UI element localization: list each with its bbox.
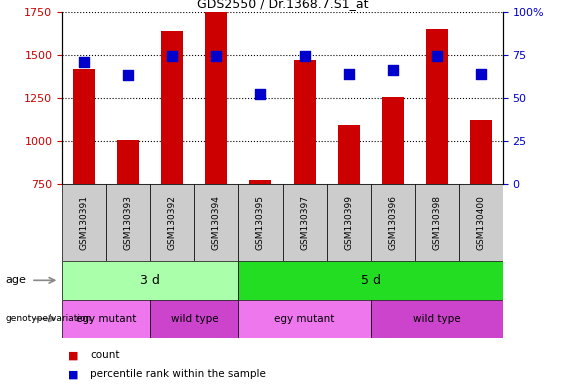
Bar bbox=[338, 125, 360, 184]
Bar bbox=[382, 97, 404, 184]
Bar bbox=[62, 184, 106, 261]
Point bbox=[476, 71, 485, 77]
Text: GSM130396: GSM130396 bbox=[388, 195, 397, 250]
Text: GSM130395: GSM130395 bbox=[256, 195, 265, 250]
Bar bbox=[238, 300, 371, 338]
Text: wild type: wild type bbox=[171, 314, 218, 324]
Point bbox=[344, 71, 353, 77]
Text: GSM130394: GSM130394 bbox=[212, 195, 221, 250]
Text: wild type: wild type bbox=[413, 314, 460, 324]
Bar bbox=[194, 184, 238, 261]
Text: ■: ■ bbox=[68, 350, 79, 360]
Bar bbox=[62, 261, 238, 300]
Text: 5 d: 5 d bbox=[360, 274, 381, 287]
Text: GSM130400: GSM130400 bbox=[476, 195, 485, 250]
Bar bbox=[250, 180, 272, 184]
Bar bbox=[73, 68, 95, 184]
Text: GSM130397: GSM130397 bbox=[300, 195, 309, 250]
Bar bbox=[150, 300, 238, 338]
Point bbox=[256, 91, 265, 98]
Bar bbox=[118, 140, 139, 184]
Text: ■: ■ bbox=[68, 369, 79, 379]
Bar bbox=[470, 119, 492, 184]
Text: egy mutant: egy mutant bbox=[76, 314, 136, 324]
Bar bbox=[294, 60, 316, 184]
Text: age: age bbox=[6, 275, 27, 285]
Text: count: count bbox=[90, 350, 120, 360]
Point bbox=[388, 67, 397, 73]
Bar bbox=[150, 184, 194, 261]
Bar bbox=[327, 184, 371, 261]
Text: GSM130393: GSM130393 bbox=[124, 195, 133, 250]
Text: genotype/variation: genotype/variation bbox=[6, 314, 92, 323]
Bar bbox=[62, 300, 150, 338]
Point bbox=[300, 53, 309, 60]
Text: percentile rank within the sample: percentile rank within the sample bbox=[90, 369, 266, 379]
Bar bbox=[162, 31, 183, 184]
Point bbox=[124, 73, 133, 79]
Bar bbox=[282, 184, 327, 261]
Bar bbox=[106, 184, 150, 261]
Text: 3 d: 3 d bbox=[140, 274, 160, 287]
Bar bbox=[459, 184, 503, 261]
Bar bbox=[238, 261, 503, 300]
Bar bbox=[426, 29, 448, 184]
Point bbox=[80, 59, 89, 65]
Text: GSM130399: GSM130399 bbox=[344, 195, 353, 250]
Point bbox=[212, 53, 221, 60]
Point bbox=[432, 53, 441, 60]
Bar bbox=[371, 300, 503, 338]
Text: egy mutant: egy mutant bbox=[275, 314, 334, 324]
Title: GDS2550 / Dr.1368.7.S1_at: GDS2550 / Dr.1368.7.S1_at bbox=[197, 0, 368, 10]
Bar bbox=[206, 12, 227, 184]
Bar bbox=[371, 184, 415, 261]
Bar bbox=[415, 184, 459, 261]
Text: GSM130398: GSM130398 bbox=[432, 195, 441, 250]
Bar bbox=[238, 184, 282, 261]
Text: GSM130392: GSM130392 bbox=[168, 195, 177, 250]
Point bbox=[168, 53, 177, 60]
Text: GSM130391: GSM130391 bbox=[80, 195, 89, 250]
